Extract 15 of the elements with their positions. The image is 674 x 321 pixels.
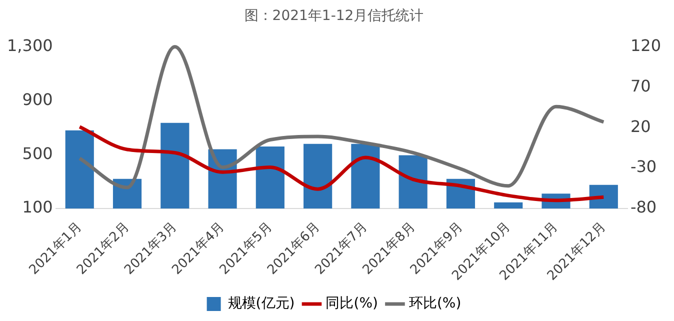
y-tick-label: 100 bbox=[22, 198, 53, 217]
y2-tick-label: -80 bbox=[630, 198, 657, 217]
y-tick-label: 500 bbox=[22, 144, 53, 163]
legend-label: 同比(%) bbox=[326, 296, 378, 312]
y2-tick-label: 20 bbox=[630, 116, 651, 136]
y-tick-label: 900 bbox=[22, 90, 53, 109]
y2-tick-label: 120 bbox=[630, 36, 662, 55]
legend-label: 规模(亿元) bbox=[228, 296, 295, 312]
chart-title: 图：2021年1-12月信托统计 bbox=[244, 8, 424, 24]
line-series bbox=[78, 125, 606, 202]
legend-label: 环比(%) bbox=[408, 296, 462, 312]
line-series bbox=[78, 45, 606, 190]
y2-tick-label: 70 bbox=[630, 76, 651, 96]
y2-tick-label: -30 bbox=[630, 157, 657, 176]
y-tick-label: 1,300 bbox=[6, 36, 53, 55]
